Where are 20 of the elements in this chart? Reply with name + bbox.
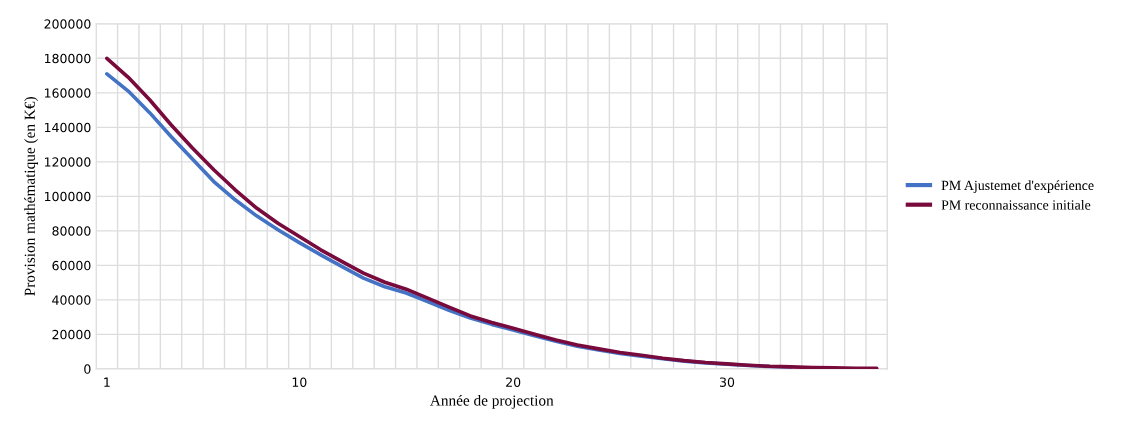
y-tick-label: 120000 [44, 157, 91, 167]
line-series [105, 56, 879, 369]
x-tick-label: 1 [104, 377, 110, 387]
x-tick-label: 10 [292, 377, 307, 387]
y-tick-label: 180000 [44, 53, 91, 64]
y-tick-label: 160000 [44, 88, 91, 98]
y-tick-label: 40000 [52, 295, 91, 305]
y-tick-label: 20000 [52, 329, 91, 340]
y-tick-label: 60000 [52, 260, 91, 271]
y-tick-label: 80000 [52, 226, 91, 236]
x-axis-title: Année de projection [429, 394, 554, 409]
y-tick-label: 200000 [44, 19, 91, 29]
x-tick-label: 20 [506, 377, 521, 387]
legend-label: PM reconnaissance initiale [941, 199, 1091, 210]
y-tick-label: 0 [84, 364, 91, 374]
y-tick-label: 100000 [44, 191, 91, 202]
y-tick-label: 140000 [44, 122, 91, 133]
y-axis-title: Provision mathématique (en K€) [24, 97, 39, 296]
legend-label: PM Ajustemet d'expérience [941, 180, 1094, 193]
x-tick-label: 30 [720, 377, 735, 387]
